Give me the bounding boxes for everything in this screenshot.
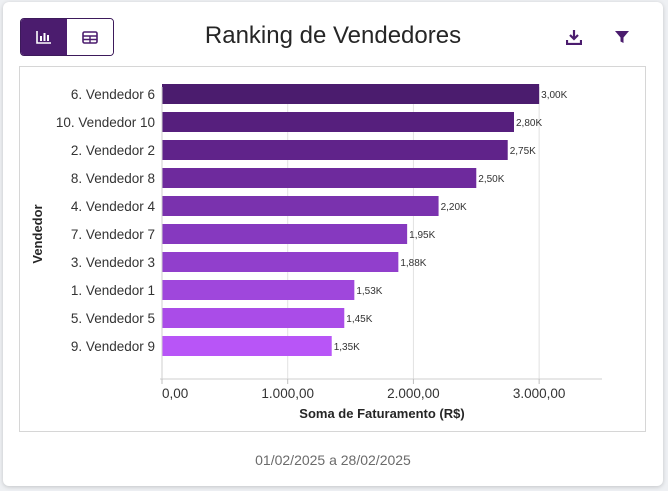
bar-chart: 6. Vendedor 6 3,00K 10. Vendedor 10 2,80K 2.… — [30, 84, 602, 421]
table-view-button[interactable] — [67, 19, 113, 55]
category-label: 1. Vendedor 1 — [71, 283, 155, 298]
x-tick-label: 1.000,00 — [261, 386, 314, 401]
filter-icon — [615, 31, 629, 43]
filter-button[interactable] — [611, 26, 633, 48]
value-label: 2,80K — [516, 118, 542, 129]
bar — [162, 196, 439, 216]
bar — [162, 224, 408, 244]
value-label: 1,95K — [409, 230, 435, 241]
ranking-card: Ranking de Vendedores 6. Vendedor 6 3,00K… — [3, 2, 663, 486]
value-label: 1,88K — [400, 258, 426, 269]
category-label: 4. Vendedor 4 — [71, 199, 156, 214]
category-label: 2. Vendedor 2 — [71, 143, 155, 158]
value-label: 2,75K — [510, 146, 536, 157]
value-label: 2,20K — [441, 202, 467, 213]
chart-view-button[interactable] — [21, 19, 67, 55]
x-tick-label: 0,00 — [162, 386, 188, 401]
x-axis-title: Soma de Faturamento (R$) — [299, 406, 464, 421]
download-icon — [566, 30, 582, 45]
bar — [162, 84, 540, 104]
bar — [162, 252, 399, 272]
bar — [162, 336, 332, 356]
category-label: 7. Vendedor 7 — [71, 227, 155, 242]
view-toggle — [20, 18, 114, 56]
bar — [162, 112, 514, 132]
chart-title: Ranking de Vendedores — [204, 22, 462, 49]
category-label: 9. Vendedor 9 — [71, 339, 155, 354]
bar — [162, 308, 345, 328]
chart-area: 6. Vendedor 6 3,00K 10. Vendedor 10 2,80K 2.… — [19, 66, 646, 432]
table-icon — [82, 30, 98, 44]
category-label: 10. Vendedor 10 — [56, 115, 155, 130]
category-label: 8. Vendedor 8 — [71, 171, 155, 186]
category-label: 6. Vendedor 6 — [71, 87, 155, 102]
bar — [162, 168, 477, 188]
bar — [162, 280, 355, 300]
bar-chart-icon — [36, 31, 51, 44]
value-label: 1,35K — [334, 342, 360, 353]
value-label: 1,45K — [346, 314, 372, 325]
y-axis-title: Vendedor — [30, 204, 45, 263]
value-label: 2,50K — [478, 174, 504, 185]
download-button[interactable] — [563, 26, 585, 48]
date-range: 01/02/2025 a 28/02/2025 — [255, 452, 411, 468]
value-label: 3,00K — [541, 90, 567, 101]
x-tick-label: 3.000,00 — [513, 386, 566, 401]
x-tick-label: 2.000,00 — [387, 386, 440, 401]
value-label: 1,53K — [356, 286, 382, 297]
bar — [162, 140, 508, 160]
category-label: 5. Vendedor 5 — [71, 311, 155, 326]
category-label: 3. Vendedor 3 — [71, 255, 155, 270]
